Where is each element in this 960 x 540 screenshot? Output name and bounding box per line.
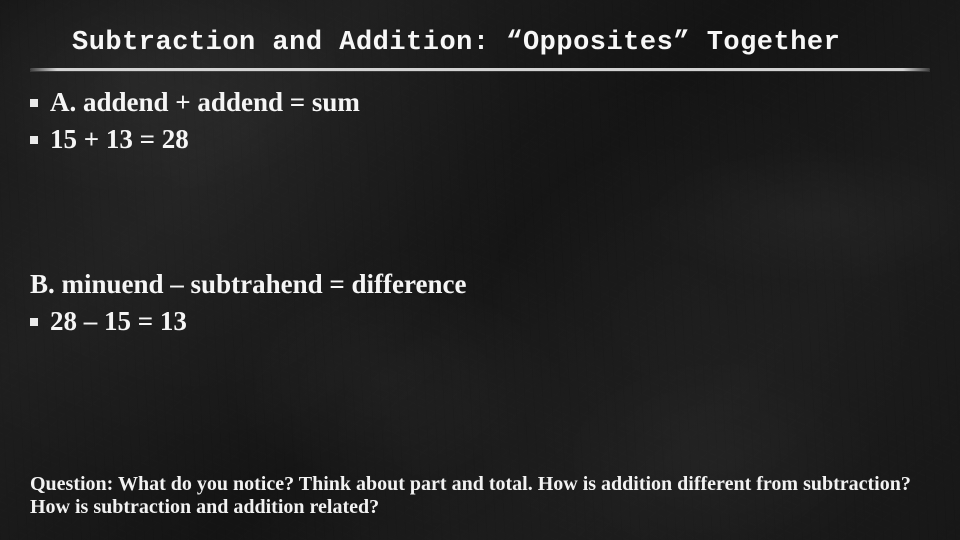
title-underline [30,68,930,71]
bullet-row-b2: 28 – 15 = 13 [30,304,930,339]
content-area: A. addend + addend = sum 15 + 13 = 28 B.… [30,85,930,339]
section-b-line2: 28 – 15 = 13 [50,304,187,339]
slide-title: Subtraction and Addition: “Opposites” To… [30,28,930,58]
section-a-line1: A. addend + addend = sum [50,85,360,120]
section-b: B. minuend – subtrahend = difference 28 … [30,267,930,339]
slide: Subtraction and Addition: “Opposites” To… [0,0,960,540]
bullet-row-a1: A. addend + addend = sum [30,85,930,120]
footer-question: Question: What do you notice? Think abou… [30,473,930,518]
section-a-line2: 15 + 13 = 28 [50,122,189,157]
bullet-icon [30,318,38,326]
bullet-icon [30,99,38,107]
bullet-row-a2: 15 + 13 = 28 [30,122,930,157]
bullet-icon [30,136,38,144]
section-b-line1: B. minuend – subtrahend = difference [30,267,930,302]
